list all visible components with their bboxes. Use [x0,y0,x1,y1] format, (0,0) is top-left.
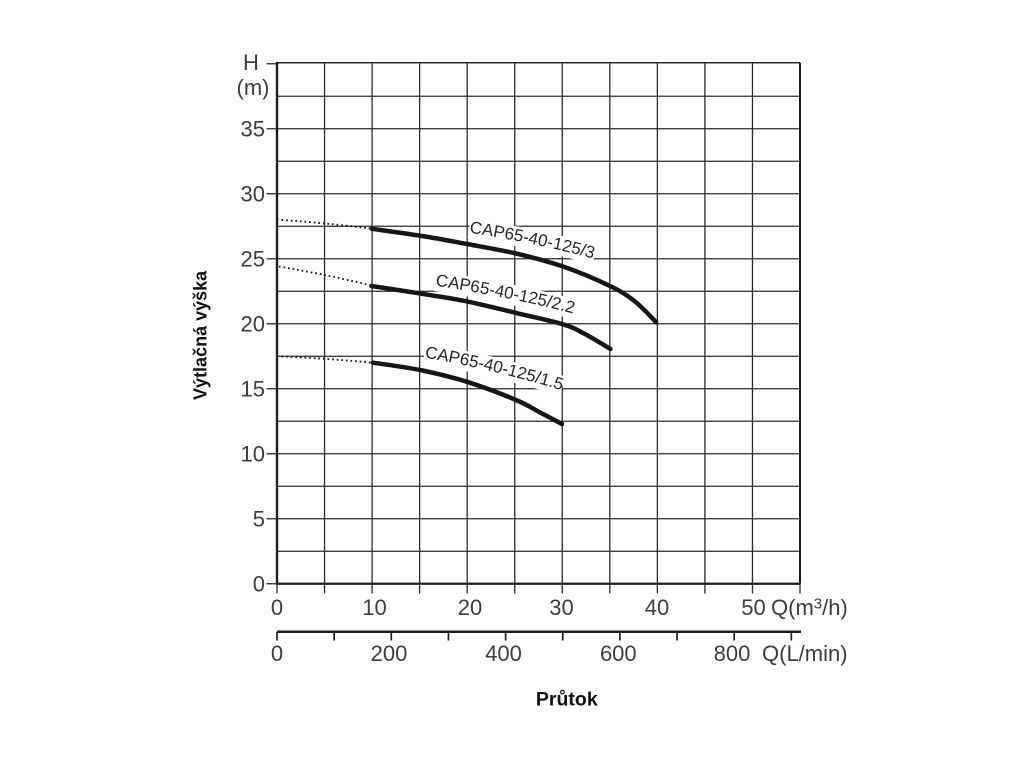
svg-text:0: 0 [253,571,265,596]
svg-text:200: 200 [371,641,408,666]
svg-text:20: 20 [241,311,265,336]
svg-text:Q(m3/h): Q(m3/h) [771,595,848,620]
svg-text:40: 40 [645,595,669,620]
svg-text:25: 25 [241,246,265,271]
svg-text:Výtlačná výška: Výtlačná výška [190,270,210,400]
svg-text:(m): (m) [237,75,270,100]
svg-text:400: 400 [485,641,522,666]
svg-text:15: 15 [241,376,265,401]
svg-text:35: 35 [241,116,265,141]
svg-text:10: 10 [241,441,265,466]
svg-text:20: 20 [458,595,482,620]
svg-text:600: 600 [600,641,637,666]
svg-text:Průtok: Průtok [536,688,598,710]
svg-text:30: 30 [549,595,573,620]
svg-text:5: 5 [253,506,265,531]
svg-text:0: 0 [271,595,283,620]
svg-text:800: 800 [714,641,751,666]
svg-text:0: 0 [271,641,283,666]
svg-text:Q(L/min): Q(L/min) [762,641,848,666]
svg-text:50: 50 [741,595,765,620]
svg-text:10: 10 [362,595,386,620]
svg-text:30: 30 [241,181,265,206]
svg-text:H: H [243,50,259,75]
